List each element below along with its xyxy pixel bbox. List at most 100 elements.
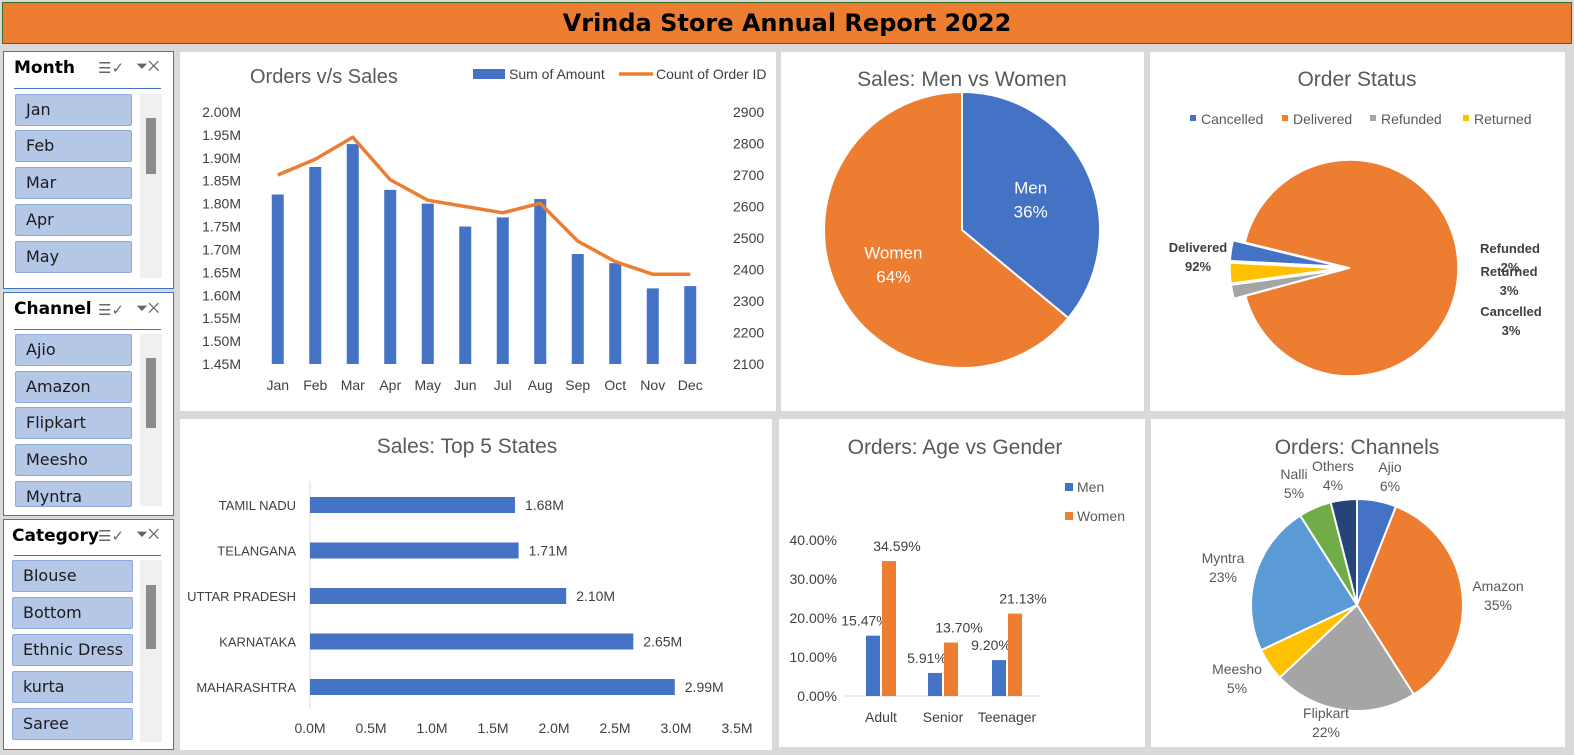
- scrollbar-thumb[interactable]: [146, 118, 156, 174]
- x-tick-aug: Aug: [528, 377, 553, 393]
- slice-name-refunded: Refunded: [1480, 241, 1540, 256]
- clear-filter-icon[interactable]: ⏷✕: [136, 526, 160, 543]
- category-slicer: Category ☰✓ ⏷✕ Blouse Bottom Ethnic Dres…: [3, 519, 174, 750]
- data-label-men-adult: 15.47%: [841, 613, 888, 629]
- x-tick-senior: Senior: [923, 709, 964, 725]
- slice-name-meesho: Meesho: [1212, 661, 1262, 677]
- chart-title: Order Status: [1297, 68, 1416, 91]
- legend-swatch-sum-of-amount: [473, 69, 505, 79]
- slicer-item-may[interactable]: May: [15, 241, 132, 273]
- slicer-title-month: Month: [14, 58, 75, 78]
- slicer-divider: [14, 88, 161, 89]
- data-label-men-teenager: 9.20%: [971, 637, 1011, 653]
- bar-sum-of-amount-jun: [459, 226, 472, 364]
- slicer-scrollbar[interactable]: [140, 94, 162, 278]
- x-tick-teenager: Teenager: [978, 709, 1037, 725]
- slicer-item-meesho[interactable]: Meesho: [15, 444, 132, 476]
- slice-name-amazon: Amazon: [1472, 578, 1523, 594]
- y-tick-karnataka: KARNATAKA: [219, 635, 296, 650]
- chart-title: Sales: Men vs Women: [857, 68, 1067, 91]
- slicer-item-amazon[interactable]: Amazon: [15, 371, 132, 403]
- x-tick-nov: Nov: [640, 377, 665, 393]
- legend-label-sum-of-amount: Sum of Amount: [509, 66, 605, 82]
- multi-select-icon[interactable]: ☰✓: [98, 528, 125, 545]
- slice-label-amazon: 35%: [1484, 597, 1512, 613]
- bar-sum-of-amount-may: [421, 203, 434, 364]
- y-left-tick: 1.45M: [202, 356, 241, 372]
- scrollbar-thumb[interactable]: [146, 358, 156, 428]
- slice-name-returned: Returned: [1480, 264, 1537, 279]
- multi-select-icon[interactable]: ☰✓: [98, 60, 125, 77]
- slicer-title-category: Category: [12, 526, 99, 546]
- pie-slice-flipkart: [1278, 603, 1416, 712]
- x-tick-sep: Sep: [565, 377, 590, 393]
- slice-label-women: 64%: [876, 267, 910, 286]
- slice-label-myntra: 23%: [1209, 569, 1237, 585]
- clear-filter-icon[interactable]: ⏷✕: [136, 58, 160, 75]
- slicer-scrollbar[interactable]: [140, 334, 162, 506]
- sales-gender-panel: Sales: Men vs Women Men 36% Women 64%: [781, 52, 1144, 411]
- y-tick-maharashtra: MAHARASHTRA: [196, 680, 296, 695]
- slicer-item-mar[interactable]: Mar: [15, 167, 132, 199]
- y-tick-tamil-nadu: TAMIL NADU: [219, 498, 296, 513]
- slicer-divider: [14, 329, 161, 330]
- slice-label-others: 4%: [1323, 477, 1343, 493]
- bar-men-adult: [866, 635, 880, 696]
- pie-slice-others: [1329, 497, 1358, 606]
- slicer-item-ethnic-dress[interactable]: Ethnic Dress: [12, 634, 133, 666]
- slicer-item-flipkart[interactable]: Flipkart: [15, 407, 132, 439]
- slicer-item-bottom[interactable]: Bottom: [12, 597, 133, 629]
- slicer-item-blouse[interactable]: Blouse: [12, 560, 133, 592]
- x-tick-oct: Oct: [604, 377, 626, 393]
- slice-label-meesho: 5%: [1227, 680, 1247, 696]
- legend-label-cancelled: Cancelled: [1201, 111, 1263, 127]
- y-tick: 0.00%: [797, 688, 837, 704]
- scrollbar-thumb[interactable]: [146, 585, 156, 649]
- slicer-item-feb[interactable]: Feb: [15, 130, 132, 162]
- slicer-item-apr[interactable]: Apr: [15, 204, 132, 236]
- pie-slice-refunded: [1230, 269, 1339, 300]
- pie-slice-women: [823, 90, 1070, 369]
- slice-name-nalli: Nalli: [1280, 466, 1307, 482]
- legend-label-returned: Returned: [1474, 111, 1532, 127]
- bar-sum-of-amount-jul: [496, 217, 509, 364]
- slicer-item-saree[interactable]: Saree: [12, 708, 133, 740]
- bar-sum-of-amount-oct: [609, 263, 622, 364]
- y-left-tick: 1.70M: [202, 241, 241, 257]
- slicer-item-myntra[interactable]: Myntra: [15, 481, 132, 507]
- y-tick: 30.00%: [790, 571, 837, 587]
- y-left-tick: 1.60M: [202, 287, 241, 303]
- y-left-tick: 1.85M: [202, 173, 241, 189]
- chart-title: Orders: Age vs Gender: [848, 436, 1063, 459]
- data-label-uttar-pradesh: 2.10M: [576, 588, 615, 604]
- data-label-telangana: 1.71M: [529, 543, 568, 559]
- month-slicer: Month ☰✓ ⏷✕ Jan Feb Mar Apr May: [3, 51, 174, 289]
- slicer-scrollbar[interactable]: [140, 560, 162, 742]
- order-status-chart: Order Status Cancelled Delivered Refunded Re…: [1169, 68, 1542, 377]
- legend-label-count-of-order-id: Count of Order ID: [656, 66, 767, 82]
- slicer-item-ajio[interactable]: Ajio: [15, 334, 132, 366]
- slicer-item-jan[interactable]: Jan: [15, 94, 132, 126]
- age-gender-chart: Orders: Age vs Gender Men Women 40.00% 30.00…: [790, 436, 1125, 725]
- slice-name-cancelled: Cancelled: [1480, 304, 1541, 319]
- bar-sum-of-amount-apr: [384, 189, 397, 364]
- x-tick: 2.0M: [538, 720, 569, 736]
- slice-name-myntra: Myntra: [1202, 550, 1245, 566]
- y-left-tick: 1.95M: [202, 127, 241, 143]
- x-tick: 0.5M: [355, 720, 386, 736]
- clear-filter-icon[interactable]: ⏷✕: [136, 300, 160, 317]
- x-tick-jan: Jan: [266, 377, 289, 393]
- top-states-chart: Sales: Top 5 States 0.0M 0.5M 1.0M 1.5M 2.0M 2…: [187, 435, 752, 736]
- slicer-item-kurta[interactable]: kurta: [12, 671, 133, 703]
- bar-women-adult: [882, 561, 896, 696]
- y-tick: 40.00%: [790, 532, 837, 548]
- slice-label-flipkart: 22%: [1312, 724, 1340, 740]
- y-left-tick: 1.55M: [202, 310, 241, 326]
- legend-swatch-delivered: [1282, 115, 1288, 121]
- multi-select-icon[interactable]: ☰✓: [98, 302, 125, 319]
- y-left-tick: 1.80M: [202, 196, 241, 212]
- y-tick: 20.00%: [790, 610, 837, 626]
- line-count-of-order-id: [277, 135, 691, 276]
- orders-vs-sales-chart: Orders v/s Sales Sum of Amount Count of Or…: [202, 66, 767, 393]
